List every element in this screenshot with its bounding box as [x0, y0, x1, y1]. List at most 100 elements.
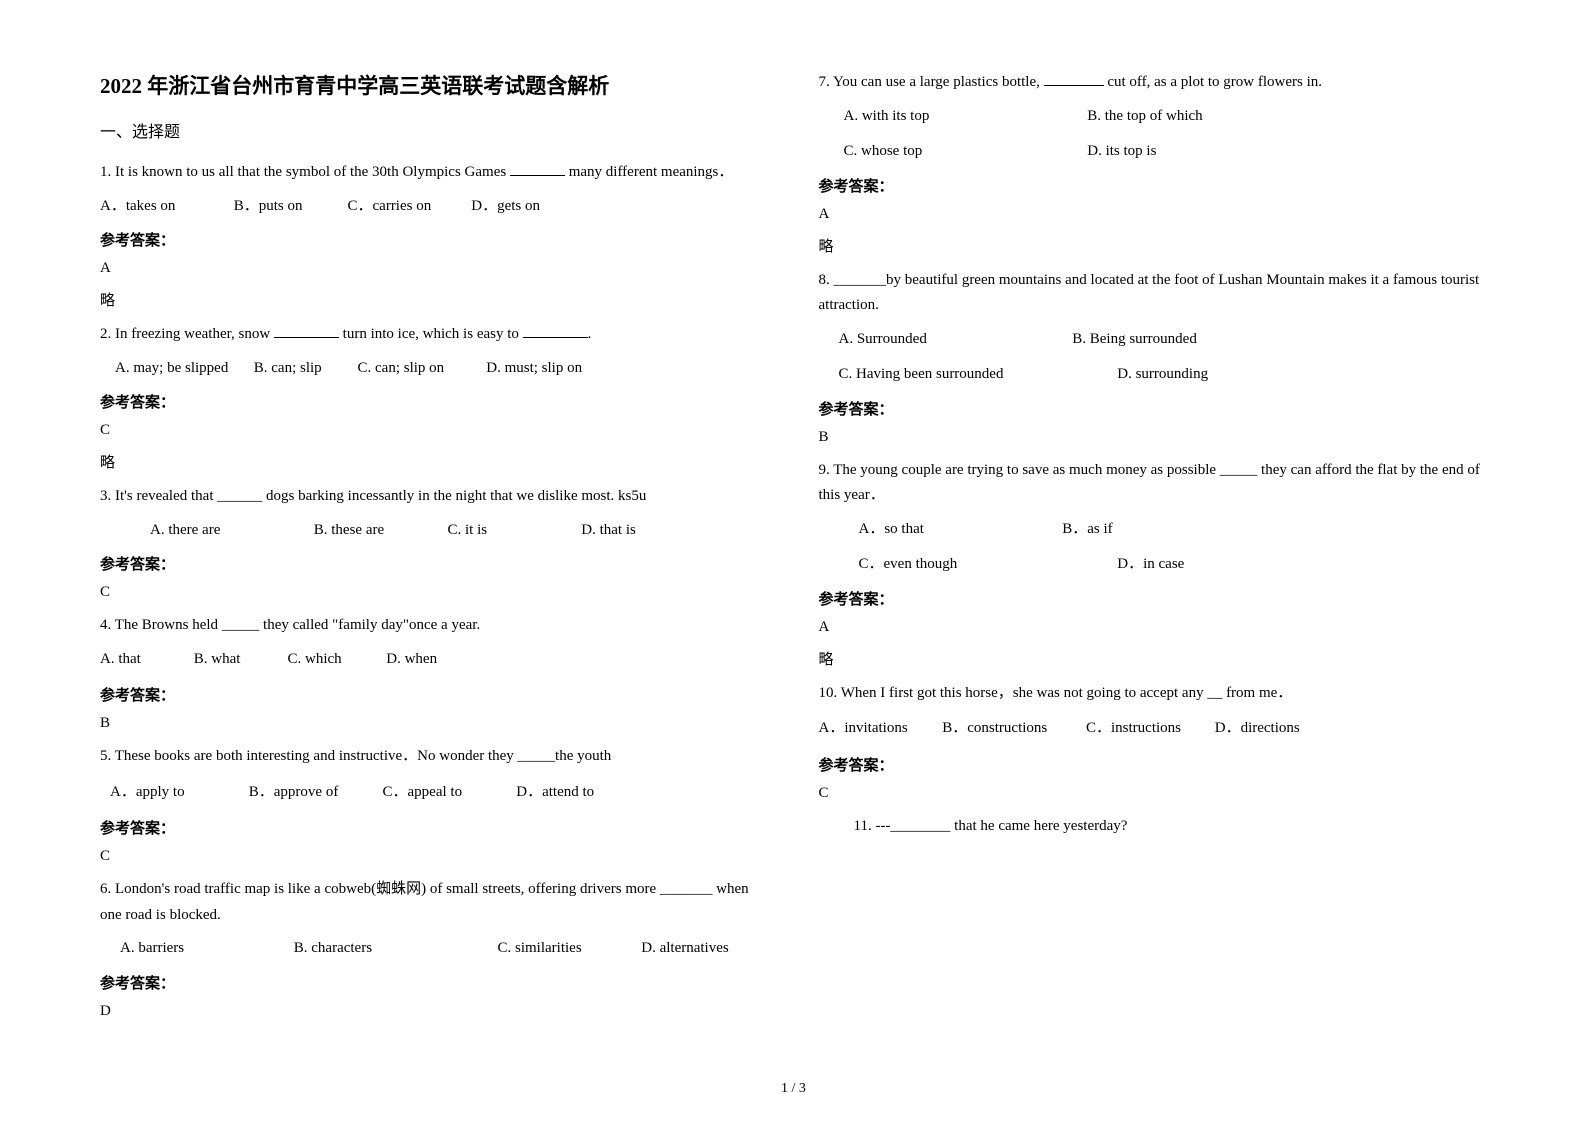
q1-answer: A: [100, 260, 769, 277]
answer-label: 参考答案：: [819, 175, 1488, 196]
answer-label: 参考答案：: [100, 229, 769, 250]
q1-opt-a: A．takes on: [100, 194, 230, 220]
q3-opt-c: C. it is: [448, 518, 578, 544]
q9-opt-b: B．as if: [1062, 517, 1112, 543]
q7-opt-d: D. its top is: [1087, 139, 1156, 165]
blank: [1044, 85, 1104, 86]
q1-opt-b: B．puts on: [234, 194, 344, 220]
q7-text-b: cut off, as a plot to grow flowers in.: [1104, 74, 1322, 90]
q8-text: 8. _______by beautiful green mountains a…: [819, 268, 1488, 319]
q8-options-row2: C. Having been surrounded D. surrounding: [819, 362, 1488, 388]
q8-opt-a: A. Surrounded: [839, 327, 1069, 353]
q9-opt-c: C．even though: [859, 552, 1114, 578]
q9-opt-d: D．in case: [1117, 552, 1184, 578]
q2-text-b: turn into ice, which is easy to: [339, 326, 523, 342]
answer-label: 参考答案：: [819, 754, 1488, 775]
q3-text: 3. It's revealed that ______ dogs barkin…: [100, 484, 769, 510]
answer-label: 参考答案：: [100, 817, 769, 838]
q10-opt-b: B．constructions: [942, 716, 1082, 742]
q7-answer: A: [819, 206, 1488, 223]
q10-opt-a: A．invitations: [819, 716, 939, 742]
blank: [510, 175, 565, 176]
blank: [523, 337, 588, 338]
q2-opt-c: C. can; slip on: [358, 356, 483, 382]
q4-answer: B: [100, 715, 769, 732]
q8-opt-c: C. Having been surrounded: [839, 362, 1114, 388]
q3-opt-d: D. that is: [581, 518, 636, 544]
q5-opt-d: D．attend to: [516, 780, 594, 806]
q10-answer: C: [819, 785, 1488, 802]
q5-opt-c: C．appeal to: [383, 780, 513, 806]
answer-label: 参考答案：: [100, 391, 769, 412]
q8-opt-d: D. surrounding: [1117, 362, 1208, 388]
q2-options: A. may; be slipped B. can; slip C. can; …: [100, 356, 769, 382]
q7-opt-a: A. with its top: [844, 104, 1084, 130]
blank: [274, 337, 339, 338]
q10-opt-c: C．instructions: [1086, 716, 1211, 742]
q1-text-a: 1. It is known to us all that the symbol…: [100, 164, 510, 180]
q3-options: A. there are B. these are C. it is D. th…: [100, 518, 769, 544]
q7-options-row1: A. with its top B. the top of which: [819, 104, 1488, 130]
q1-options: A．takes on B．puts on C．carries on D．gets…: [100, 194, 769, 220]
q9-opt-a: A．so that: [859, 517, 1059, 543]
q7-options-row2: C. whose top D. its top is: [819, 139, 1488, 165]
q5-options: A．apply to B．approve of C．appeal to D．at…: [100, 780, 769, 806]
q9-text: 9. The young couple are trying to save a…: [819, 458, 1488, 509]
q4-opt-a: A. that: [100, 647, 190, 673]
answer-label: 参考答案：: [100, 684, 769, 705]
q2-opt-d: D. must; slip on: [486, 356, 582, 382]
q8-answer: B: [819, 429, 1488, 446]
q2-text: 2. In freezing weather, snow turn into i…: [100, 322, 769, 348]
q2-text-a: 2. In freezing weather, snow: [100, 326, 274, 342]
q3-opt-a: A. there are: [150, 518, 310, 544]
q10-options: A．invitations B．constructions C．instruct…: [819, 716, 1488, 742]
q3-opt-b: B. these are: [314, 518, 444, 544]
q6-text: 6. London's road traffic map is like a c…: [100, 877, 769, 928]
q2-opt-a: A. may; be slipped: [115, 356, 250, 382]
q1-text-b: many different meanings．: [565, 164, 733, 180]
q7-opt-c: C. whose top: [844, 139, 1084, 165]
q9-note: 略: [819, 648, 1488, 669]
q4-opt-c: C. which: [288, 647, 383, 673]
exam-title: 2022 年浙江省台州市育青中学高三英语联考试题含解析: [100, 70, 769, 100]
section-heading: 一、选择题: [100, 118, 769, 142]
q7-opt-b: B. the top of which: [1087, 104, 1202, 130]
q7-text: 7. You can use a large plastics bottle, …: [819, 70, 1488, 96]
q4-text: 4. The Browns held _____ they called "fa…: [100, 613, 769, 639]
q4-opt-d: D. when: [386, 647, 437, 673]
q1-opt-d: D．gets on: [471, 194, 540, 220]
q9-options-row1: A．so that B．as if: [819, 517, 1488, 543]
q11-text: 11. ---________ that he came here yester…: [819, 814, 1488, 840]
q7-note: 略: [819, 235, 1488, 256]
answer-label: 参考答案：: [819, 588, 1488, 609]
q2-text-c: .: [588, 326, 592, 342]
answer-label: 参考答案：: [819, 398, 1488, 419]
q5-opt-b: B．approve of: [249, 780, 379, 806]
page-footer: 1 / 3: [0, 1081, 1587, 1097]
q7-text-a: 7. You can use a large plastics bottle,: [819, 74, 1044, 90]
q2-opt-b: B. can; slip: [254, 356, 354, 382]
q1-text: 1. It is known to us all that the symbol…: [100, 160, 769, 186]
q10-text: 10. When I first got this horse，she was …: [819, 681, 1488, 707]
q2-note: 略: [100, 451, 769, 472]
answer-label: 参考答案：: [100, 972, 769, 993]
q6-opt-a: A. barriers: [120, 936, 290, 962]
q3-answer: C: [100, 584, 769, 601]
q10-opt-d: D．directions: [1215, 716, 1300, 742]
q6-opt-c: C. similarities: [498, 936, 638, 962]
q5-answer: C: [100, 848, 769, 865]
q6-options: A. barriers B. characters C. similaritie…: [100, 936, 769, 962]
q8-opt-b: B. Being surrounded: [1072, 327, 1197, 353]
q8-options-row1: A. Surrounded B. Being surrounded: [819, 327, 1488, 353]
q1-note: 略: [100, 289, 769, 310]
q2-answer: C: [100, 422, 769, 439]
q6-answer: D: [100, 1003, 769, 1020]
q4-options: A. that B. what C. which D. when: [100, 647, 769, 673]
q6-opt-b: B. characters: [294, 936, 494, 962]
q5-opt-a: A．apply to: [110, 780, 245, 806]
q1-opt-c: C．carries on: [348, 194, 468, 220]
q4-opt-b: B. what: [194, 647, 284, 673]
answer-label: 参考答案：: [100, 553, 769, 574]
q6-opt-d: D. alternatives: [641, 936, 728, 962]
q9-answer: A: [819, 619, 1488, 636]
